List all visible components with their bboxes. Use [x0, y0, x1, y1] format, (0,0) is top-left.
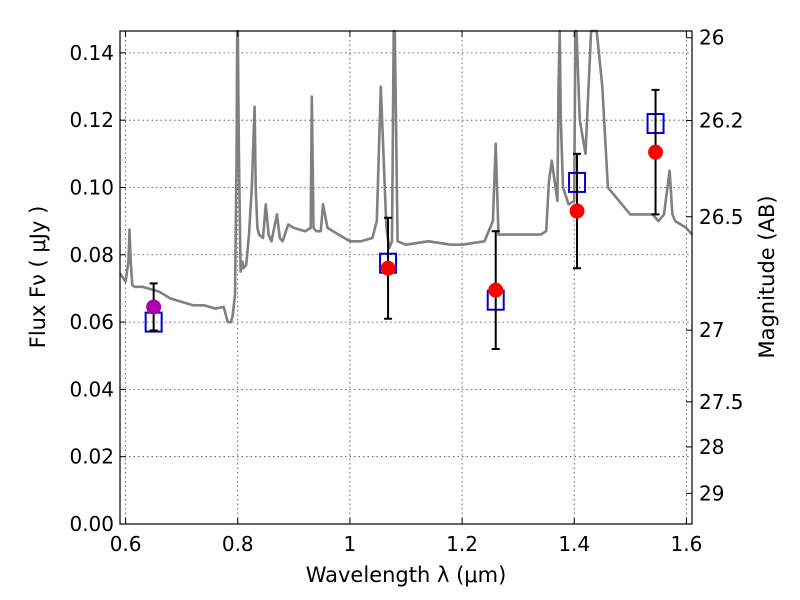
y-tick-label: 0.04: [69, 377, 114, 401]
y-tick-label: 0.10: [69, 175, 114, 199]
y-tick-label: 0.02: [69, 445, 114, 469]
x-tick-label: 0.8: [222, 532, 254, 556]
x-tick-label: 1.4: [558, 532, 590, 556]
y2-tick-label: 29: [699, 481, 724, 505]
plot-frame: [119, 30, 693, 525]
y-tick-label: 0.00: [69, 512, 114, 536]
y2-tick-label: 27.5: [699, 390, 744, 414]
x-tick-label: 1.6: [670, 532, 702, 556]
y2-tick-label: 26.2: [699, 109, 744, 133]
y2-axis-label: Magnitude (AB): [755, 195, 779, 358]
y2-tick-label: 26: [699, 26, 724, 50]
observed-flux-point: [146, 299, 162, 315]
y-tick-label: 0.14: [69, 41, 114, 65]
observed-flux-point: [569, 203, 585, 219]
spectrum-layer: [118, 29, 693, 324]
y2-tick-label: 28: [699, 435, 724, 459]
spectrum-line: [118, 29, 693, 324]
observed-flux-point: [488, 282, 504, 298]
x-tick-label: 1: [344, 532, 357, 556]
y2-tick-label: 26.5: [699, 205, 744, 229]
y-tick-label: 0.12: [69, 108, 114, 132]
observed-flux-point: [380, 260, 396, 276]
y2-tick-label: 27: [699, 318, 724, 342]
x-axis-label: Wavelength λ (μm): [306, 563, 507, 587]
x-tick-label: 1.2: [446, 532, 478, 556]
x-tick-label: 0.6: [110, 532, 142, 556]
y-tick-label: 0.06: [69, 310, 114, 334]
y-axis-label: Flux Fν ( μJy ): [26, 206, 50, 349]
y-tick-label: 0.08: [69, 243, 114, 267]
grid-layer: [120, 31, 692, 525]
marker-layer: [144, 88, 665, 351]
observed-flux-point: [648, 144, 664, 160]
tick-layer: 0.6 0.8 1 1.2 1.4 1.6 0.00 0.02 0.04 0.06 0.08 0.10…: [69, 26, 743, 556]
